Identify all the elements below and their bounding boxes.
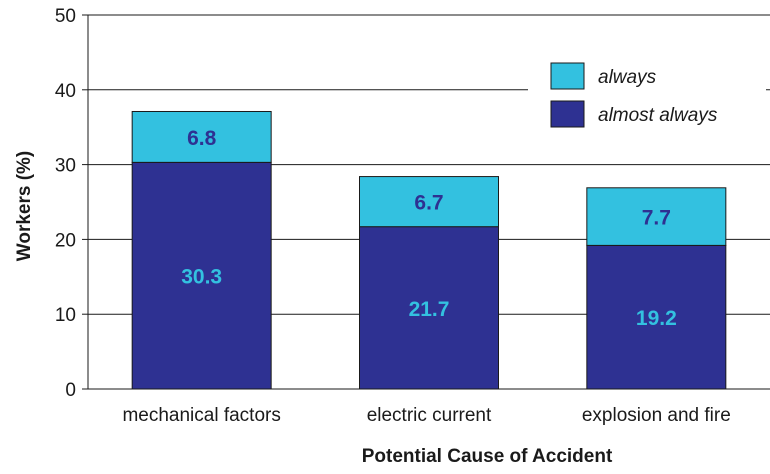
axis-layer: 0 10 20 30 40 50 mechanical factors electric cu… (55, 6, 731, 426)
x-category-label: explosion and fire (582, 405, 731, 426)
legend: always almost always (528, 58, 766, 140)
bar-segment-always (359, 176, 499, 228)
legend-swatch (550, 62, 585, 90)
data-label: 7.7 (642, 207, 671, 230)
data-label: 21.7 (409, 298, 450, 321)
y-axis-title: Workers (%) (14, 151, 35, 262)
legend-swatch (550, 100, 585, 128)
y-tick-label: 20 (55, 230, 76, 251)
data-label: 30.3 (181, 266, 222, 289)
y-tick-label: 40 (55, 81, 76, 102)
y-tick-label: 10 (55, 305, 76, 326)
data-label: 19.2 (636, 307, 677, 330)
legend-label: always (598, 67, 657, 88)
y-tick-label: 50 (55, 6, 76, 27)
bar-segment-almost-always (131, 161, 272, 390)
bars-layer: 30.3 6.8 21.7 6.7 19.2 7.7 (131, 110, 727, 390)
legend-label: almost always (598, 105, 718, 126)
data-label: 6.8 (187, 127, 217, 150)
bar-segment-almost-always (359, 226, 499, 390)
y-tick-label: 30 (55, 156, 76, 177)
bar-segment-always (586, 187, 727, 246)
bar-segment-always (131, 110, 272, 163)
data-label: 6.7 (414, 192, 443, 215)
x-category-label: electric current (367, 405, 492, 426)
x-axis-title: Potential Cause of Accident (362, 446, 613, 467)
x-category-label: mechanical factors (122, 405, 280, 426)
y-tick-label: 0 (65, 380, 76, 401)
bar-segment-almost-always (586, 244, 727, 390)
